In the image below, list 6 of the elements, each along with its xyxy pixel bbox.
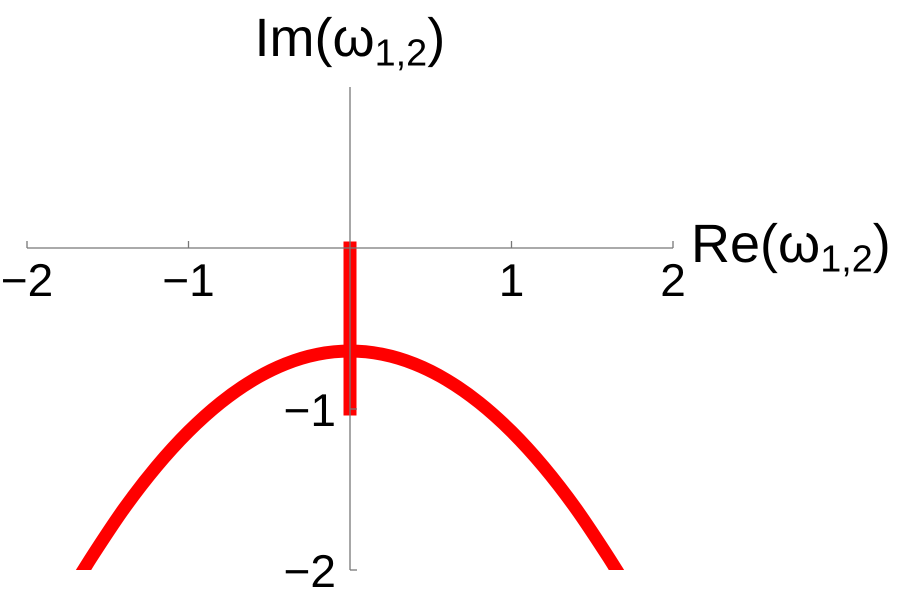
x-tick-label: −1 bbox=[162, 254, 215, 306]
y-axis-title: Im(ω$_{1,2}$) bbox=[254, 8, 446, 74]
x-tick-label: 1 bbox=[498, 254, 524, 306]
x-axis-title: Re(ω$_{1,2}$) bbox=[691, 214, 891, 280]
x-tick-label: 2 bbox=[660, 254, 686, 306]
x-tick-label: −2 bbox=[0, 254, 54, 306]
